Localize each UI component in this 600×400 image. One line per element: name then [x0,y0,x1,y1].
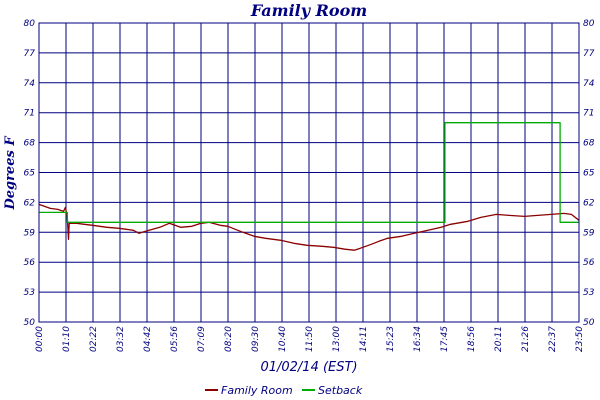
y-tick-label: 56 [24,258,36,268]
x-tick-label: 09:30 [251,326,261,352]
y-tick-label: 80 [583,19,595,29]
x-tick-label: 00:00 [35,326,45,352]
y-tick-label: 65 [583,169,595,179]
x-tick-label: 21:26 [521,326,531,352]
y-tick-label: 68 [24,139,36,149]
series-layer [38,122,580,251]
x-tick-label: 02:22 [89,326,99,352]
x-tick-label: 05:56 [170,326,180,352]
x-tick-label: 20:11 [494,326,504,352]
y-tick-label: 50 [24,318,36,328]
x-tick-label: 18:56 [467,326,477,352]
y-tick-label: 80 [24,19,36,29]
y-tick-label: 65 [24,169,36,179]
series-line-family-room [38,203,580,251]
y-tick-label: 71 [583,109,594,119]
y-tick-label: 74 [583,79,595,89]
x-tick-label: 16:34 [413,326,423,352]
y-tick-labels-right: 50 53 56 59 62 65 68 71 74 77 80 [583,19,595,328]
y-tick-label: 53 [24,288,36,298]
y-tick-label: 59 [24,228,36,238]
series-line-setback [39,122,579,223]
x-tick-label: 10:40 [278,326,288,352]
y-tick-label: 68 [583,139,595,149]
plot-frame [38,22,580,323]
x-tick-label: 07:09 [197,326,207,352]
y-tick-label: 53 [583,288,595,298]
y-axis-label: Degrees F [3,136,18,211]
x-tick-label: 04:42 [143,326,153,352]
x-tick-label: 13:00 [332,326,342,352]
y-tick-label: 56 [583,258,595,268]
plot-grid [38,22,580,323]
legend: Family Room Setback [205,384,363,397]
x-tick-label: 03:32 [116,326,126,352]
x-tick-label: 22:37 [548,326,558,352]
x-tick-label: 01:10 [62,326,72,352]
chart-title: Family Room [250,1,367,20]
y-tick-labels-left: 50 53 56 59 62 65 68 71 74 77 80 [24,19,36,328]
x-tick-label: 15:23 [386,326,396,352]
y-tick-label: 50 [583,318,595,328]
x-tick-label: 11:50 [305,326,315,352]
y-tick-label: 74 [24,79,36,89]
x-tick-labels: 00:00 01:10 02:22 03:32 04:42 05:56 07:09 08:20… [35,326,585,352]
x-tick-label: 08:20 [224,326,234,352]
y-tick-label: 77 [24,49,36,59]
y-tick-label: 62 [24,198,36,208]
x-tick-label: 17:45 [440,326,450,352]
x-tick-label: 14:11 [359,326,369,352]
legend-label-family-room: Family Room [221,384,293,397]
y-tick-label: 62 [583,198,595,208]
y-tick-label: 59 [583,228,595,238]
x-axis-label: 01/02/14 (EST) [260,360,357,375]
x-tick-label: 23:50 [575,326,585,352]
legend-label-setback: Setback [318,384,363,397]
y-tick-label: 77 [583,49,595,59]
y-tick-label: 71 [24,109,35,119]
